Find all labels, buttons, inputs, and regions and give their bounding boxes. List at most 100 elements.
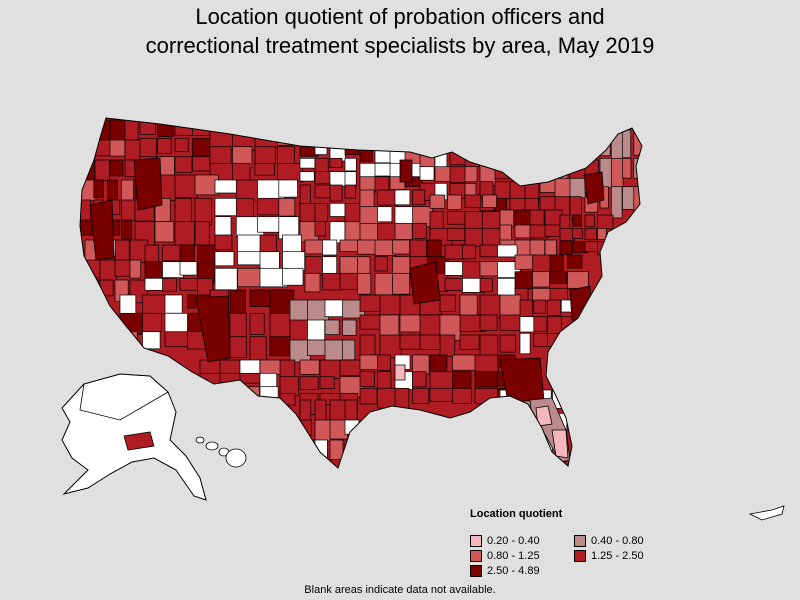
map-region bbox=[549, 271, 567, 284]
map-region bbox=[282, 267, 304, 286]
map-region bbox=[547, 299, 562, 316]
map-region bbox=[583, 171, 605, 205]
map-region bbox=[517, 436, 534, 457]
map-region bbox=[374, 256, 388, 272]
map-region bbox=[429, 211, 444, 230]
map-region bbox=[357, 272, 372, 295]
map-region bbox=[344, 184, 356, 199]
map-region bbox=[447, 194, 462, 210]
map-region bbox=[572, 227, 583, 239]
map-region bbox=[429, 194, 446, 209]
map-region bbox=[569, 177, 586, 199]
map-region bbox=[464, 149, 485, 168]
map-region bbox=[329, 439, 344, 460]
map-region bbox=[474, 371, 498, 388]
map-region bbox=[479, 277, 493, 293]
map-region bbox=[622, 129, 632, 159]
map-region bbox=[357, 239, 376, 255]
map-region bbox=[339, 359, 363, 376]
alaska-regions bbox=[62, 374, 206, 500]
legend-swatch bbox=[574, 534, 586, 547]
map-region bbox=[307, 319, 326, 341]
map-region bbox=[464, 194, 482, 209]
map-region bbox=[119, 331, 138, 354]
alaska-outline bbox=[61, 373, 207, 501]
map-region bbox=[192, 119, 211, 136]
map-region bbox=[299, 399, 312, 421]
map-region bbox=[278, 179, 298, 198]
map-region bbox=[164, 294, 183, 314]
hawaii-islands bbox=[195, 436, 247, 468]
map-region bbox=[429, 387, 454, 402]
map-region bbox=[277, 162, 304, 183]
map-region bbox=[299, 376, 319, 390]
map-region bbox=[342, 339, 356, 361]
map-region bbox=[344, 419, 360, 435]
map-region bbox=[560, 332, 573, 349]
map-region bbox=[374, 149, 392, 164]
map-region bbox=[497, 244, 518, 258]
map-region bbox=[329, 202, 346, 217]
map-region bbox=[162, 277, 177, 292]
map-region bbox=[499, 357, 545, 403]
map-region bbox=[344, 157, 357, 172]
map-region bbox=[279, 359, 296, 379]
map-region bbox=[109, 159, 124, 177]
map-region bbox=[174, 137, 189, 153]
map-region bbox=[394, 364, 406, 381]
map-region bbox=[314, 202, 329, 222]
legend-label: 1.25 - 2.50 bbox=[591, 549, 644, 562]
hawaii-island bbox=[225, 448, 247, 468]
map-region bbox=[99, 279, 114, 297]
legend-label: 0.20 - 0.40 bbox=[487, 534, 540, 547]
map-region bbox=[549, 254, 564, 275]
map-region bbox=[119, 294, 137, 316]
legend-item-0-20-0-40: 0.20 - 0.40 bbox=[470, 534, 574, 547]
map-region bbox=[572, 214, 582, 227]
map-region bbox=[214, 267, 238, 291]
map-region bbox=[359, 294, 382, 312]
map-region bbox=[444, 261, 465, 276]
map-region bbox=[499, 412, 519, 444]
legend-label: 0.40 - 0.80 bbox=[591, 534, 644, 547]
map-region bbox=[174, 221, 195, 249]
map-region bbox=[452, 354, 478, 371]
map-region bbox=[533, 332, 549, 348]
map-region bbox=[412, 387, 430, 404]
map-region bbox=[633, 157, 642, 179]
map-region bbox=[179, 261, 198, 276]
map-region bbox=[214, 179, 238, 194]
contiguous-us-regions bbox=[80, 118, 642, 468]
map-region bbox=[359, 387, 378, 405]
map-region bbox=[597, 214, 614, 230]
map-region bbox=[120, 199, 136, 221]
legend-item-0-40-0-80: 0.40 - 0.80 bbox=[574, 534, 684, 547]
legend-item-2-50-4-89: 2.50 - 4.89 bbox=[470, 564, 574, 577]
map-region bbox=[254, 162, 275, 176]
map-region bbox=[359, 222, 380, 242]
map-region bbox=[142, 312, 162, 333]
map-region bbox=[434, 149, 448, 169]
map-region bbox=[299, 359, 320, 375]
map-region bbox=[532, 287, 552, 302]
map-region bbox=[94, 159, 110, 181]
map-region bbox=[257, 197, 281, 216]
map-region bbox=[80, 139, 92, 161]
puerto-rico bbox=[748, 505, 785, 521]
map-region bbox=[412, 371, 427, 388]
map-region bbox=[344, 399, 358, 422]
map-region bbox=[434, 166, 453, 182]
map-region bbox=[129, 259, 142, 279]
map-region bbox=[157, 119, 174, 138]
map-region bbox=[304, 256, 323, 276]
map-region bbox=[174, 156, 193, 173]
map-region bbox=[299, 157, 316, 169]
map-region bbox=[497, 261, 521, 278]
map-region bbox=[392, 239, 410, 255]
map-region bbox=[459, 334, 480, 350]
legend-swatch bbox=[470, 564, 482, 577]
map-region bbox=[482, 211, 501, 231]
map-region bbox=[319, 376, 335, 390]
map-region bbox=[597, 241, 608, 255]
map-region bbox=[379, 334, 402, 359]
